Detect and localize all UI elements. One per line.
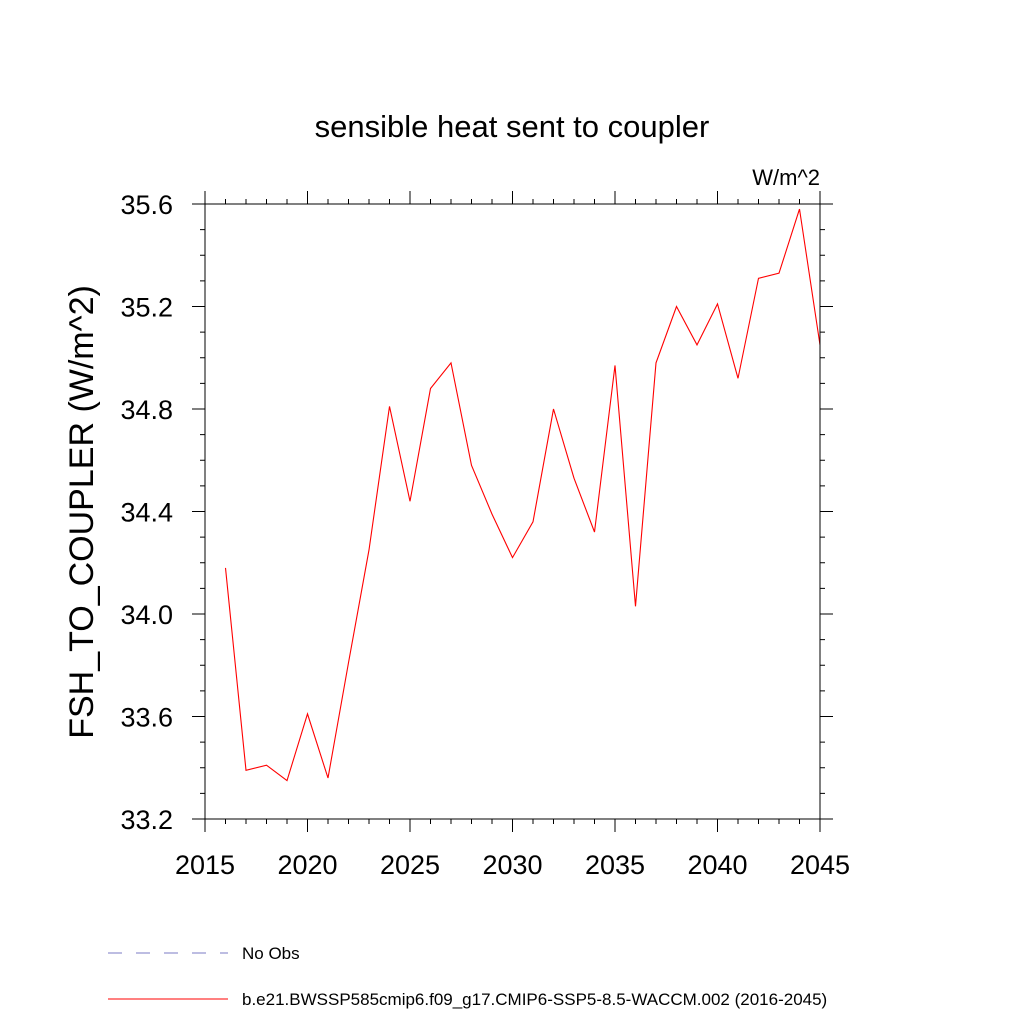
y-tick-label: 35.6	[120, 190, 173, 220]
y-tick-label: 34.4	[120, 498, 173, 528]
y-axis-label: FSH_TO_COUPLER (W/m^2)	[63, 285, 101, 739]
units-label: W/m^2	[752, 165, 820, 190]
y-tick-label: 33.2	[120, 805, 173, 835]
y-tick-label: 35.2	[120, 293, 173, 323]
x-tick-label: 2025	[380, 850, 440, 880]
legend: No Obs b.e21.BWSSP585cmip6.f09_g17.CMIP6-…	[108, 944, 827, 1009]
x-tick-label: 2030	[482, 850, 542, 880]
x-axis-ticks: 2015 2020 2025 2030 2035 2040 2045	[175, 191, 850, 880]
chart-title: sensible heat sent to coupler	[315, 109, 710, 144]
x-tick-label: 2015	[175, 850, 235, 880]
legend-label: No Obs	[242, 944, 300, 963]
y-tick-label: 33.6	[120, 703, 173, 733]
x-tick-label: 2020	[277, 850, 337, 880]
x-tick-label: 2035	[585, 850, 645, 880]
y-tick-label: 34.0	[120, 600, 173, 630]
series-line	[224, 208, 821, 782]
series-layer	[224, 208, 821, 782]
x-tick-label: 2045	[790, 850, 850, 880]
y-tick-label: 34.8	[120, 395, 173, 425]
legend-label: b.e21.BWSSP585cmip6.f09_g17.CMIP6-SSP5-8…	[242, 990, 827, 1009]
x-tick-label: 2040	[687, 850, 747, 880]
y-axis-ticks: 33.2 33.6 34.0 34.4 34.8 35.2 35.6	[120, 190, 833, 835]
plot-frame	[204, 203, 821, 820]
minor-ticks	[200, 199, 825, 824]
